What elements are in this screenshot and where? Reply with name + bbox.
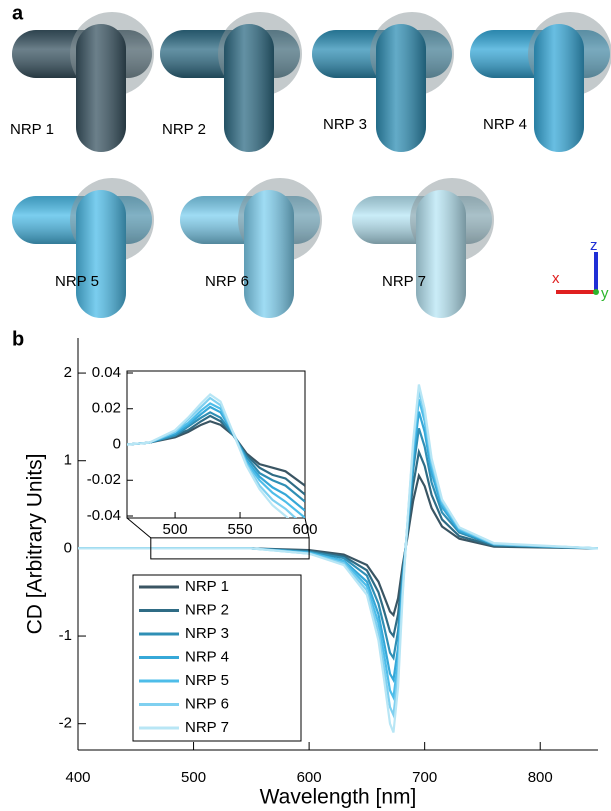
x-tick-label: 700 xyxy=(412,769,437,786)
y-tick-label: -2 xyxy=(59,715,72,732)
rod-shade xyxy=(224,24,274,152)
panel-label: b xyxy=(12,328,24,350)
zoom-connector xyxy=(304,517,310,538)
y-tick-label: 2 xyxy=(64,364,72,381)
y-tick-label: -1 xyxy=(59,627,72,644)
legend-label: NRP 3 xyxy=(185,625,229,642)
zoom-box xyxy=(150,537,310,560)
y-tick-label: 0 xyxy=(64,539,72,556)
legend-label: NRP 7 xyxy=(185,719,229,736)
legend-label: NRP 6 xyxy=(185,695,229,712)
y-tick-label: 0 xyxy=(113,435,121,452)
rod-shade xyxy=(244,190,294,318)
x-tick-label: 600 xyxy=(292,521,317,538)
series-line xyxy=(127,420,305,487)
axis-name: x xyxy=(552,270,560,287)
series-line xyxy=(127,411,305,503)
series-line xyxy=(78,472,598,618)
legend-label: NRP 5 xyxy=(185,672,229,689)
panel-label: a xyxy=(12,2,24,24)
y-tick-label: -0.04 xyxy=(87,507,121,524)
legend-label: NRP 1 xyxy=(185,578,229,595)
nanorod-pair: NRP 6 xyxy=(180,178,322,318)
nanorod-pair: NRP 4 xyxy=(470,12,611,152)
model-label: NRP 2 xyxy=(162,121,206,138)
x-tick-label: 500 xyxy=(163,521,188,538)
x-tick-label: 800 xyxy=(528,769,553,786)
axis-triad: z x y xyxy=(552,237,609,302)
model-label: NRP 4 xyxy=(483,116,527,133)
y-tick-label: 1 xyxy=(64,452,72,469)
nanorod-pair: NRP 1 xyxy=(10,12,154,152)
x-tick-label: 500 xyxy=(181,769,206,786)
y-tick-label: -0.02 xyxy=(87,471,121,488)
series-line xyxy=(127,396,298,518)
model-label: NRP 1 xyxy=(10,121,54,138)
rod-shade xyxy=(76,190,126,318)
x-tick-label: 550 xyxy=(228,521,253,538)
y-tick-label: 0.04 xyxy=(92,364,121,381)
nanorod-pair: NRP 7 xyxy=(352,178,494,318)
series-group xyxy=(127,393,305,518)
nanorod-pair: NRP 5 xyxy=(12,178,154,318)
nanorod-pair: NRP 2 xyxy=(160,12,302,152)
y-tick-label: 0.02 xyxy=(92,400,121,417)
x-tick-label: 400 xyxy=(65,769,90,786)
model-label: NRP 6 xyxy=(205,273,249,290)
model-label: NRP 3 xyxy=(323,116,367,133)
legend-label: NRP 4 xyxy=(185,648,229,665)
series-group xyxy=(78,384,598,733)
axis-name: z xyxy=(590,237,598,254)
model-label: NRP 7 xyxy=(382,273,426,290)
y-axis-title: CD [Arbitrary Units] xyxy=(24,454,47,635)
model-label: NRP 5 xyxy=(55,273,99,290)
rod-shade xyxy=(76,24,126,152)
y-axis xyxy=(593,289,599,295)
nanorod-pair: NRP 3 xyxy=(312,12,454,152)
axis-name: y xyxy=(601,285,609,302)
legend-label: NRP 2 xyxy=(185,601,229,618)
rod-shade xyxy=(534,24,584,152)
rod-shade xyxy=(416,190,466,318)
series-line xyxy=(127,393,290,518)
x-tick-label: 600 xyxy=(297,769,322,786)
rod-shade xyxy=(376,24,426,152)
x-axis-title: Wavelength [nm] xyxy=(260,786,417,809)
series-line xyxy=(78,384,598,733)
zoom-connector xyxy=(126,517,152,539)
series-line xyxy=(127,405,305,512)
